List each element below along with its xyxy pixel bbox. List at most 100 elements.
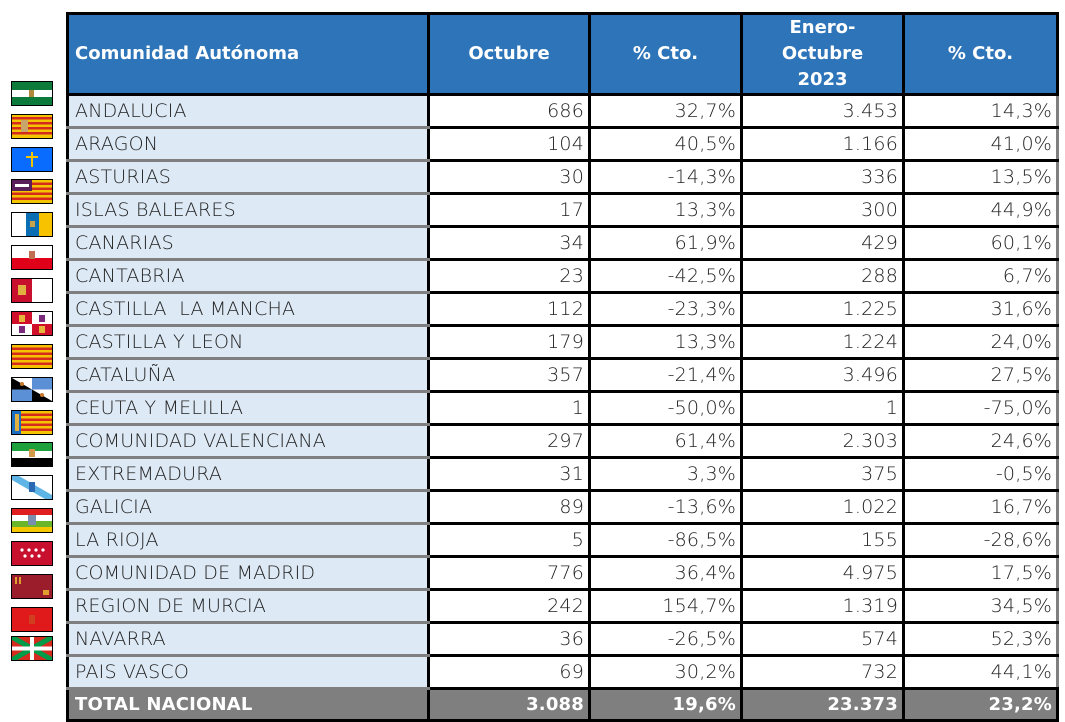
table-row: PAIS VASCO 69 30,2% 732 44,1% — [66, 654, 1059, 690]
cell-name: EXTREMADURA — [66, 456, 430, 492]
cell-octubre: 17 — [427, 192, 591, 228]
cell-octubre: 31 — [427, 456, 591, 492]
cell-enero-octubre: 375 — [740, 456, 905, 492]
cell-pct-ytd: 44,9% — [902, 192, 1059, 228]
header-enero-octubre-line2: 2023 — [797, 69, 848, 90]
table-row: GALICIA 89 -13,6% 1.022 16,7% — [66, 489, 1059, 525]
cell-enero-octubre: 732 — [740, 654, 905, 690]
cell-name: CANARIAS — [66, 225, 430, 261]
cell-pct-ytd: -0,5% — [902, 456, 1059, 492]
castilla-la-mancha-flag-icon — [11, 278, 53, 303]
cell-enero-octubre: 300 — [740, 192, 905, 228]
cell-pct-ytd: 60,1% — [902, 225, 1059, 261]
table-row: COMUNIDAD DE MADRID 776 36,4% 4.975 17,5% — [66, 555, 1059, 591]
murcia-flag-icon — [11, 574, 53, 599]
cell-pct-octubre: -21,4% — [588, 357, 743, 393]
cell-octubre: 69 — [427, 654, 591, 690]
cell-enero-octubre: 1.166 — [740, 126, 905, 162]
table-row: ASTURIAS 30 -14,3% 336 13,5% — [66, 159, 1059, 195]
cell-pct-octubre: 32,7% — [588, 93, 743, 129]
table-row: ANDALUCIA 686 32,7% 3.453 14,3% — [66, 93, 1059, 129]
cell-enero-octubre: 336 — [740, 159, 905, 195]
cell-octubre: 34 — [427, 225, 591, 261]
cell-pct-ytd: 24,0% — [902, 324, 1059, 360]
cell-enero-octubre: 3.453 — [740, 93, 905, 129]
cell-octubre: 104 — [427, 126, 591, 162]
cell-name: COMUNIDAD DE MADRID — [66, 555, 430, 591]
cell-pct-ytd: 41,0% — [902, 126, 1059, 162]
cell-enero-octubre: 574 — [740, 621, 905, 657]
cell-pct-octubre: -86,5% — [588, 522, 743, 558]
canarias-flag-icon — [11, 212, 53, 237]
aragon-flag-icon — [11, 114, 53, 139]
cell-enero-octubre: 3.496 — [740, 357, 905, 393]
table-row: CANTABRIA 23 -42,5% 288 6,7% — [66, 258, 1059, 294]
cell-pct-ytd: 31,6% — [902, 291, 1059, 327]
cell-name: CEUTA Y MELILLA — [66, 390, 430, 426]
header-enero-octubre-line1: Enero-Octubre — [781, 17, 864, 64]
cell-name: LA RIOJA — [66, 522, 430, 558]
cantabria-flag-icon — [11, 245, 53, 270]
cell-octubre: 23 — [427, 258, 591, 294]
cell-name: REGION DE MURCIA — [66, 588, 430, 624]
total-pct-ytd: 23,2% — [902, 687, 1059, 722]
cell-pct-octubre: -14,3% — [588, 159, 743, 195]
cell-octubre: 30 — [427, 159, 591, 195]
cell-octubre: 36 — [427, 621, 591, 657]
header-pct-octubre: % Cto. — [588, 12, 743, 96]
cell-pct-octubre: 3,3% — [588, 456, 743, 492]
total-enero-octubre: 23.373 — [740, 687, 905, 722]
extremadura-flag-icon — [11, 442, 53, 467]
pais-vasco-flag-icon — [11, 636, 53, 661]
galicia-flag-icon — [11, 475, 53, 500]
cell-name: COMUNIDAD VALENCIANA — [66, 423, 430, 459]
cell-enero-octubre: 1.225 — [740, 291, 905, 327]
castilla-y-leon-flag-icon — [11, 311, 53, 336]
cell-enero-octubre: 2.303 — [740, 423, 905, 459]
cell-name: ASTURIAS — [66, 159, 430, 195]
cell-pct-ytd: 52,3% — [902, 621, 1059, 657]
cell-enero-octubre: 288 — [740, 258, 905, 294]
table-row: COMUNIDAD VALENCIANA 297 61,4% 2.303 24,6% — [66, 423, 1059, 459]
cell-octubre: 89 — [427, 489, 591, 525]
cell-octubre: 179 — [427, 324, 591, 360]
cell-name: ISLAS BALEARES — [66, 192, 430, 228]
cell-pct-octubre: -50,0% — [588, 390, 743, 426]
registrations-table: Comunidad Autónoma Octubre % Cto. Enero-… — [66, 12, 1059, 722]
cell-name: CASTILLA LA MANCHA — [66, 291, 430, 327]
asturias-flag-icon — [11, 147, 53, 172]
header-enero-octubre: Enero-Octubre 2023 — [740, 12, 905, 96]
header-octubre: Octubre — [427, 12, 591, 96]
header-row: Comunidad Autónoma Octubre % Cto. Enero-… — [66, 12, 1059, 96]
cell-pct-octubre: 61,9% — [588, 225, 743, 261]
table-row: EXTREMADURA 31 3,3% 375 -0,5% — [66, 456, 1059, 492]
cell-name: CANTABRIA — [66, 258, 430, 294]
cell-enero-octubre: 4.975 — [740, 555, 905, 591]
cell-name: PAIS VASCO — [66, 654, 430, 690]
table-row: REGION DE MURCIA 242 154,7% 1.319 34,5% — [66, 588, 1059, 624]
table-row: ISLAS BALEARES 17 13,3% 300 44,9% — [66, 192, 1059, 228]
cell-pct-ytd: 24,6% — [902, 423, 1059, 459]
cell-octubre: 776 — [427, 555, 591, 591]
header-pct-ytd: % Cto. — [902, 12, 1059, 96]
table-row: LA RIOJA 5 -86,5% 155 -28,6% — [66, 522, 1059, 558]
cell-enero-octubre: 1.022 — [740, 489, 905, 525]
cell-pct-octubre: 36,4% — [588, 555, 743, 591]
cell-pct-ytd: 13,5% — [902, 159, 1059, 195]
cell-pct-ytd: 17,5% — [902, 555, 1059, 591]
cell-pct-ytd: -28,6% — [902, 522, 1059, 558]
cell-enero-octubre: 1.224 — [740, 324, 905, 360]
cell-name: ARAGON — [66, 126, 430, 162]
cell-enero-octubre: 429 — [740, 225, 905, 261]
cell-enero-octubre: 1 — [740, 390, 905, 426]
navarra-flag-icon — [11, 607, 53, 632]
total-row: TOTAL NACIONAL 3.088 19,6% 23.373 23,2% — [66, 687, 1059, 722]
andalucia-flag-icon — [11, 81, 53, 106]
cell-pct-octubre: -26,5% — [588, 621, 743, 657]
cell-pct-octubre: 154,7% — [588, 588, 743, 624]
cell-name: ANDALUCIA — [66, 93, 430, 129]
cell-enero-octubre: 155 — [740, 522, 905, 558]
cell-name: NAVARRA — [66, 621, 430, 657]
cell-pct-octubre: 30,2% — [588, 654, 743, 690]
cell-pct-octubre: -42,5% — [588, 258, 743, 294]
